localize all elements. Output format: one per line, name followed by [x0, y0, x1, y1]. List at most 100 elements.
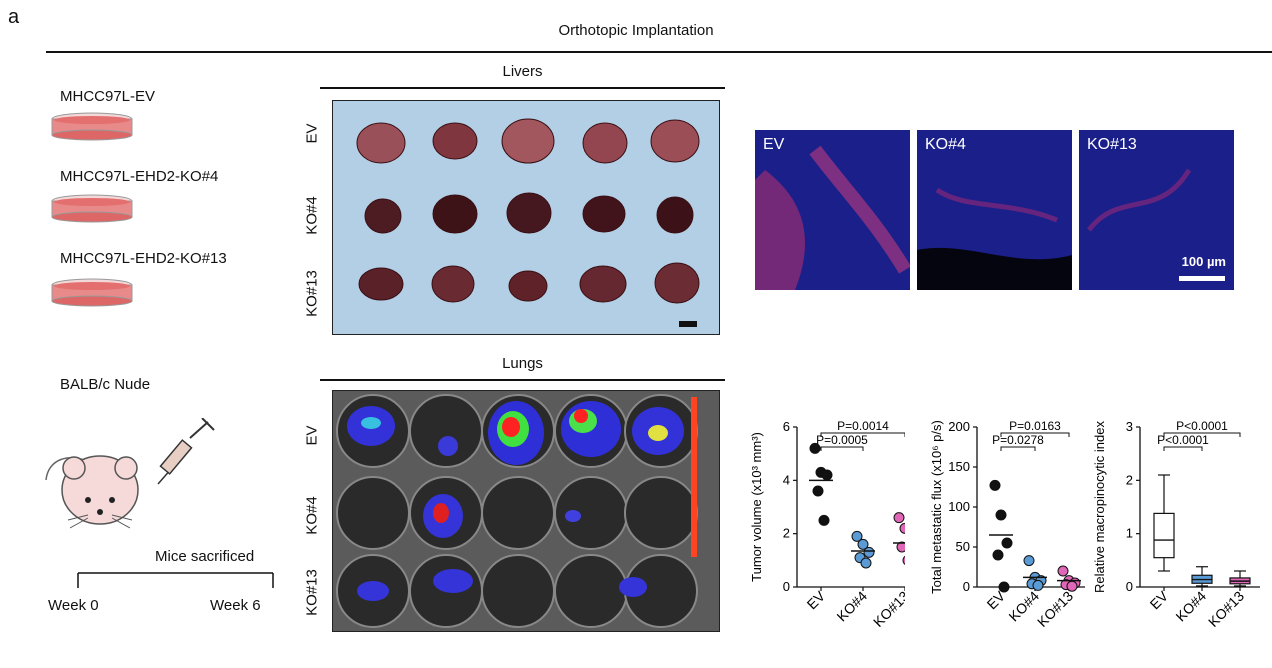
- data-point: [851, 530, 863, 542]
- chart-tumor-volume: Tumor volume (x10³ mm³) 0 2 4 6 EV KO#4 KO#13 P=…: [749, 419, 905, 630]
- data-point: [863, 546, 875, 558]
- p-value-label: P=0.0163: [1009, 419, 1061, 433]
- p-value-label: P=0.0005: [816, 433, 868, 447]
- if-panel-ev: EV: [755, 130, 910, 290]
- lungs-title: Lungs: [502, 355, 543, 372]
- data-point: [1001, 537, 1013, 549]
- data-point: [1057, 565, 1069, 577]
- dish-ev-icon: [51, 112, 133, 141]
- title-rule: [46, 51, 1272, 53]
- timeline-event: Mice sacrificed: [155, 548, 255, 565]
- significance-bracket: [1000, 446, 1036, 451]
- livers-rule: [320, 87, 725, 89]
- dish-ko4-icon: [51, 194, 133, 223]
- mouse-icon: [45, 455, 139, 529]
- lungs-row-ev: EV: [303, 425, 321, 446]
- x-tick-label: KO#4: [1172, 588, 1209, 625]
- data-point: [998, 581, 1010, 593]
- y-tick-label: 50: [956, 539, 970, 554]
- x-tick-label: KO#4: [833, 588, 870, 625]
- if-ev-image: [755, 145, 910, 290]
- y-tick-label: 0: [963, 579, 970, 594]
- data-point: [809, 442, 821, 454]
- y-axis-label: Total metastatic flux (x10⁶ p/s): [929, 420, 944, 594]
- y-tick-label: 6: [783, 419, 790, 434]
- if-label-ko4: KO#4: [925, 136, 966, 153]
- y-tick-label: 0: [1126, 579, 1133, 594]
- syringe-icon: [157, 418, 215, 485]
- p-value-label: P=0.0014: [837, 419, 889, 433]
- timeline-start: Week 0: [48, 597, 99, 614]
- x-tick-label: KO#13: [1205, 588, 1247, 630]
- p-value-label: P<0.0001: [1176, 419, 1228, 433]
- lungs-image: [336, 394, 698, 628]
- lungs-row-ko4: KO#4: [303, 496, 321, 535]
- x-tick-label: EV: [1147, 587, 1172, 612]
- livers-title: Livers: [502, 63, 543, 80]
- y-tick-label: 1: [1126, 526, 1133, 541]
- livers-image: [356, 118, 700, 327]
- if-label-ko13: KO#13: [1087, 136, 1137, 153]
- mouse-strain: BALB/c Nude: [60, 376, 151, 393]
- chart-macropinocytic-index: Relative macropinocytic index 0 1 2 3 EV KO#4K…: [1092, 419, 1260, 630]
- cell-line-ko13: MHCC97L-EHD2-KO#13: [60, 250, 227, 267]
- cell-line-ko4: MHCC97L-EHD2-KO#4: [60, 168, 219, 185]
- livers-row-ko4: KO#4: [303, 196, 321, 235]
- significance-bracket: [1163, 432, 1241, 437]
- y-tick-label: 150: [948, 459, 970, 474]
- data-point: [992, 549, 1004, 561]
- y-tick-label: 100: [948, 499, 970, 514]
- lungs-rule: [320, 379, 725, 381]
- data-point: [989, 479, 1001, 491]
- p-value-label: P<0.0001: [1157, 433, 1209, 447]
- data-point: [899, 522, 905, 534]
- data-point: [857, 538, 869, 550]
- if-ko4-image: [917, 187, 1072, 290]
- panel-letter: a: [8, 6, 20, 28]
- box: [1153, 512, 1175, 559]
- x-tick-label: EV: [804, 587, 829, 612]
- y-tick-label: 3: [1126, 419, 1133, 434]
- lungs-row-ko13: KO#13: [303, 569, 321, 616]
- y-tick-label: 4: [783, 472, 790, 487]
- data-point: [821, 469, 833, 481]
- if-label-ev: EV: [763, 136, 785, 153]
- p-value-label: P=0.0278: [992, 433, 1044, 447]
- data-point: [896, 541, 905, 553]
- data-point: [818, 514, 830, 526]
- y-axis-label: Tumor volume (x10³ mm³): [749, 432, 764, 582]
- significance-bracket: [820, 432, 905, 437]
- scale-bar-label: 100 µm: [1181, 254, 1226, 269]
- data-point: [860, 557, 872, 569]
- y-axis-label: Relative macropinocytic index: [1092, 421, 1107, 593]
- if-panel-ko13: KO#13 100 µm: [1079, 130, 1234, 290]
- data-point: [893, 512, 905, 524]
- livers-row-ev: EV: [303, 123, 321, 144]
- cell-line-ev: MHCC97L-EV: [60, 88, 156, 105]
- if-panel-ko4: KO#4: [917, 130, 1072, 290]
- significance-bracket: [1163, 446, 1203, 451]
- significance-bracket: [820, 446, 864, 451]
- significance-bracket: [1000, 432, 1070, 437]
- y-tick-label: 200: [948, 419, 970, 434]
- chart-metastatic-flux: Total metastatic flux (x10⁶ p/s) 0 50 100 15…: [929, 419, 1085, 630]
- data-point: [902, 555, 905, 565]
- data-point: [1032, 579, 1044, 591]
- livers-photo: [332, 100, 720, 335]
- dish-ko13-icon: [51, 278, 133, 307]
- timeline-end: Week 6: [210, 597, 261, 614]
- data-point: [1066, 580, 1078, 592]
- figure-title: Orthotopic Implantation: [558, 22, 714, 39]
- x-tick-label: KO#13: [1034, 588, 1076, 630]
- y-tick-label: 2: [783, 526, 790, 541]
- x-tick-label: KO#13: [870, 588, 905, 630]
- data-point: [812, 485, 824, 497]
- livers-row-ko13: KO#13: [303, 270, 321, 317]
- data-point: [995, 509, 1007, 521]
- if-ko13-image: [1087, 168, 1225, 281]
- data-point: [1023, 555, 1035, 567]
- y-tick-label: 0: [783, 579, 790, 594]
- lungs-photo: [332, 390, 720, 632]
- timeline-bar: [77, 572, 274, 588]
- y-tick-label: 2: [1126, 472, 1133, 487]
